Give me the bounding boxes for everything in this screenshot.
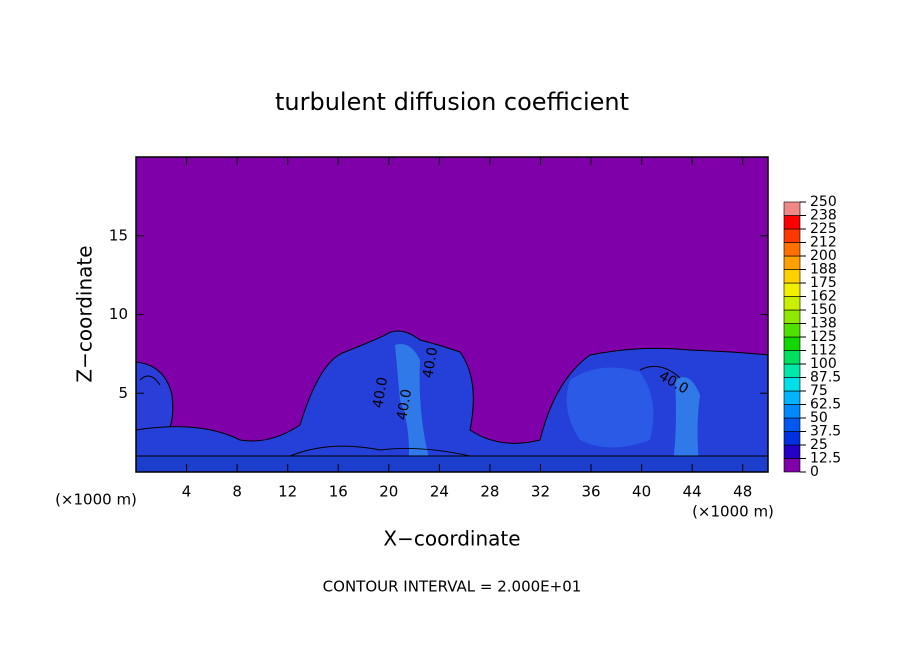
colorbar-segment [783, 390, 801, 405]
colorbar-segment [783, 323, 801, 338]
colorbar-tick-label: 25 [810, 437, 828, 453]
colorbar-tick-label: 188 [810, 262, 837, 278]
y-tick-label: 10 [109, 305, 128, 323]
contour-label: 40.0 [370, 376, 391, 409]
x-tick-label: 4 [182, 483, 192, 501]
x-axis-label: X−coordinate [383, 527, 520, 551]
colorbar-tick-label: 50 [810, 410, 828, 426]
chart-title: turbulent diffusion coefficient [275, 88, 629, 116]
x-tick-label: 28 [480, 483, 499, 501]
colorbar-segment [783, 417, 801, 432]
colorbar-segment [783, 309, 801, 324]
colorbar-tick-label: 150 [810, 302, 837, 318]
footnote: CONTOUR INTERVAL = 2.000E+01 [323, 578, 582, 596]
colorbar-tick-label: 37.5 [810, 424, 841, 440]
contour-label: 40.0 [394, 388, 415, 421]
colorbar-tick-label: 250 [810, 194, 837, 210]
contour-label: 40.0 [420, 346, 441, 379]
x-tick-label: 44 [683, 483, 702, 501]
colorbar-tick-label: 175 [810, 275, 837, 291]
colorbar-tick-label: 87.5 [810, 370, 841, 386]
y-axis-label: Z−coordinate [73, 245, 97, 382]
contour-field [136, 330, 768, 472]
colorbar-segment [783, 458, 801, 473]
colorbar-segment [783, 363, 801, 378]
x-tick-label: 32 [531, 483, 550, 501]
colorbar-segment [783, 269, 801, 284]
colorbar-tick-label: 0 [810, 464, 819, 480]
colorbar-tick-label: 225 [810, 221, 837, 237]
colorbar-segment [783, 228, 801, 243]
colorbar-segment [783, 404, 801, 419]
colorbar-segment [783, 282, 801, 297]
colorbar-tick-label: 200 [810, 248, 837, 264]
x-tick-label: 48 [733, 483, 752, 501]
colorbar-tick-label: 212 [810, 235, 837, 251]
colorbar-tick-label: 100 [810, 356, 837, 372]
x-unit-label: (×1000 m) [55, 491, 137, 509]
colorbar-segment [783, 255, 801, 270]
colorbar-segment [783, 296, 801, 311]
colorbar-tick-label: 138 [810, 316, 837, 332]
x-tick-label: 36 [581, 483, 600, 501]
x-tick-label: 24 [430, 483, 449, 501]
colorbar-segment [783, 201, 801, 216]
colorbar-tick-label: 125 [810, 329, 837, 345]
colorbar-tick-label: 162 [810, 289, 837, 305]
colorbar-segment [783, 377, 801, 392]
colorbar-segment [783, 444, 801, 459]
colorbar-tick-label: 12.5 [810, 451, 841, 467]
colorbar-segment [783, 350, 801, 365]
y-tick-label: 15 [109, 226, 128, 244]
colorbar-segment [783, 431, 801, 446]
colorbar-tick-label: 75 [810, 383, 828, 399]
colorbar-tick-label: 62.5 [810, 397, 841, 413]
x-unit-label: (×1000 m) [692, 503, 774, 521]
x-tick-label: 16 [329, 483, 348, 501]
x-tick-label: 12 [278, 483, 297, 501]
colorbar-segment [783, 215, 801, 230]
colorbar-tick-label: 112 [810, 343, 837, 359]
y-tick-label: 5 [118, 384, 128, 402]
colorbar-tick-label: 238 [810, 208, 837, 224]
colorbar-segment [783, 336, 801, 351]
x-tick-label: 20 [379, 483, 398, 501]
x-tick-label: 8 [232, 483, 242, 501]
colorbar-segment [783, 242, 801, 257]
x-tick-label: 40 [632, 483, 651, 501]
